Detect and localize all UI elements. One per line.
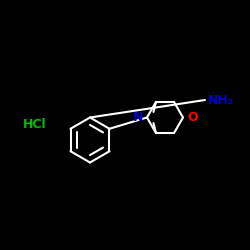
Text: NH₂: NH₂: [208, 94, 234, 106]
Text: HCl: HCl: [22, 118, 46, 132]
Text: O: O: [188, 111, 198, 124]
Text: N: N: [133, 111, 143, 124]
